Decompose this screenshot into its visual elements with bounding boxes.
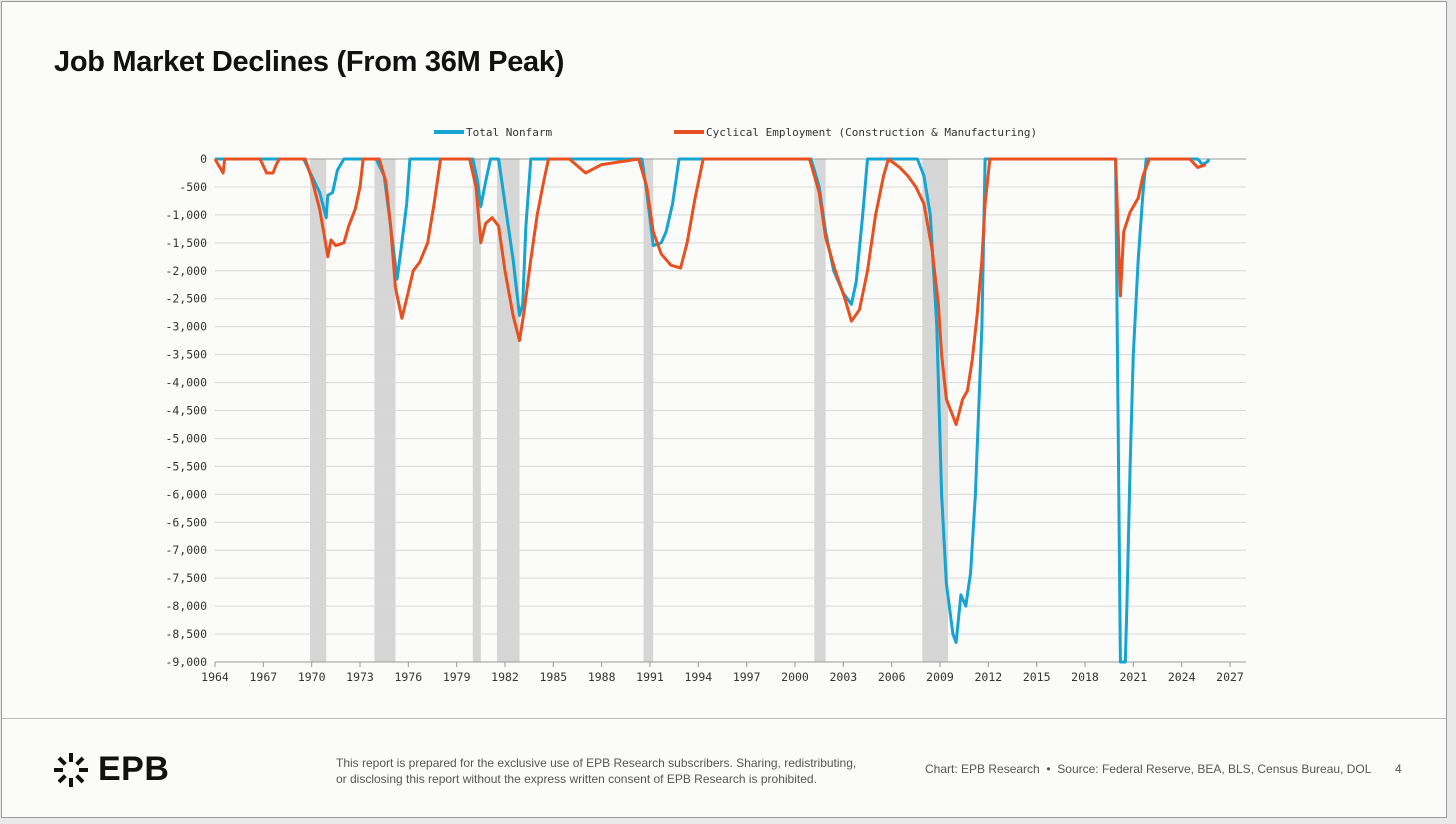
series-line-cyclical-employment	[213, 157, 1207, 426]
y-tick-label: -6,500	[165, 515, 207, 529]
x-tick-label: 2015	[1023, 670, 1051, 684]
legend-label: Cyclical Employment (Construction & Manu…	[706, 126, 1037, 139]
x-tick-label: 1991	[636, 670, 664, 684]
x-tick-label: 2006	[878, 670, 906, 684]
y-tick-label: -9,000	[165, 655, 207, 669]
x-tick-label: 2009	[926, 670, 954, 684]
logo-text: EPB	[98, 750, 170, 788]
x-tick-label: 1982	[491, 670, 519, 684]
separator: •	[1046, 762, 1051, 776]
page-number: 4	[1395, 762, 1402, 776]
x-tick-label: 2024	[1168, 670, 1196, 684]
starburst-logo-icon	[54, 752, 88, 787]
y-tick-label: -6,000	[165, 487, 207, 501]
y-tick-label: -8,000	[165, 599, 207, 613]
disclaimer: This report is prepared for the exclusiv…	[336, 755, 896, 787]
line-chart: 0 -500 -1,000 -1,500 -2,000 -2,500 -3,000 -3,50…	[165, 126, 1246, 684]
y-tick-label: -2,500	[165, 292, 207, 306]
x-tick-label: 1985	[539, 670, 567, 684]
y-tick-label: -8,500	[165, 627, 207, 641]
y-tick-label: -3,000	[165, 320, 207, 334]
y-tick-label: -3,500	[165, 348, 207, 362]
y-tick-label: -1,500	[165, 236, 207, 250]
source-text: Source: Federal Reserve, BEA, BLS, Censu…	[1057, 762, 1372, 776]
y-tick-label: -7,500	[165, 571, 207, 585]
x-tick-label: 2027	[1216, 670, 1244, 684]
chart-credit: Chart: EPB Research	[925, 762, 1040, 776]
y-tick-label: -2,000	[165, 264, 207, 278]
x-tick-label: 1970	[298, 670, 326, 684]
x-tick-label: 2021	[1119, 670, 1147, 684]
x-tick-label: 2000	[781, 670, 809, 684]
x-tick-label: 2003	[829, 670, 857, 684]
x-tick-label: 1964	[201, 670, 229, 684]
x-tick-label: 1994	[684, 670, 712, 684]
x-tick-label: 1967	[249, 670, 277, 684]
y-tick-label: -4,500	[165, 404, 207, 418]
y-tick-label: -7,000	[165, 543, 207, 557]
y-tick-label: -500	[179, 180, 207, 194]
footer-divider	[2, 718, 1446, 719]
y-tick-label: -1,000	[165, 208, 207, 222]
chart-title: Job Market Declines (From 36M Peak)	[54, 46, 565, 78]
series-line-total-nonfarm	[215, 157, 1211, 664]
x-tick-label: 1976	[394, 670, 422, 684]
x-tick-label: 1979	[443, 670, 471, 684]
x-tick-label: 2012	[974, 670, 1002, 684]
chart-source: Chart: EPB Research • Source: Federal Re…	[925, 762, 1371, 776]
disclaimer-line: or disclosing this report without the ex…	[336, 772, 817, 786]
x-tick-label: 1997	[733, 670, 761, 684]
y-tick-label: 0	[200, 152, 207, 166]
y-tick-label: -5,500	[165, 459, 207, 473]
x-tick-label: 2018	[1071, 670, 1099, 684]
x-tick-label: 1973	[346, 670, 374, 684]
y-tick-label: -4,000	[165, 376, 207, 390]
y-tick-label: -5,000	[165, 431, 207, 445]
disclaimer-line: This report is prepared for the exclusiv…	[336, 756, 857, 770]
x-tick-label: 1988	[588, 670, 616, 684]
legend-label: Total Nonfarm	[466, 126, 552, 139]
epb-logo: EPB	[52, 750, 169, 789]
